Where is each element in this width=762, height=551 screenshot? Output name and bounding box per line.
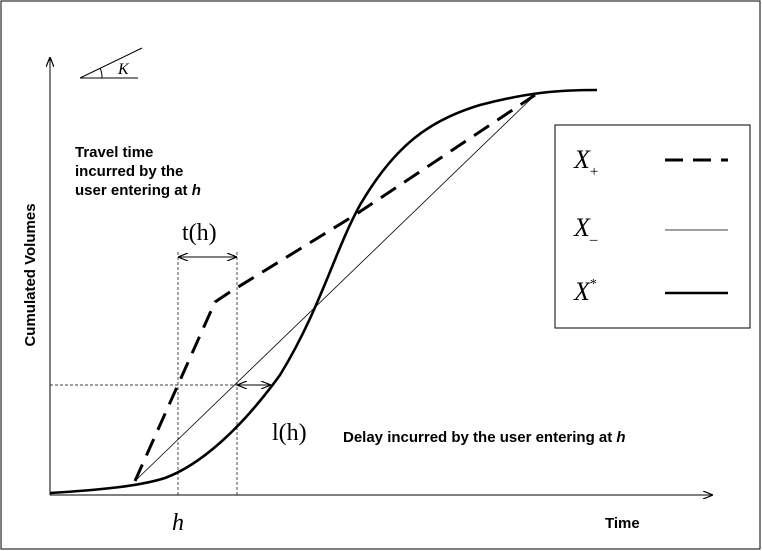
slope-line <box>79 47 143 79</box>
curve-x-star <box>49 88 598 495</box>
h-label: h <box>172 510 184 536</box>
slope-arc <box>99 67 103 79</box>
travel-note-line: Travel time <box>75 144 153 161</box>
travel-note-line: user entering at h <box>75 182 201 199</box>
x-axis-label: Time <box>605 515 640 532</box>
y-axis-label: Cumulated Volumes <box>22 203 39 346</box>
l-label: l(h) <box>272 420 307 446</box>
legend-label: X– <box>573 213 598 248</box>
curve-x-minus <box>134 94 536 482</box>
t-label: t(h) <box>182 220 217 246</box>
legend-label: X+ <box>573 145 598 180</box>
travel-note-line: incurred by the <box>75 163 183 180</box>
slope-label: K <box>117 61 130 78</box>
legend-label: X* <box>573 277 597 306</box>
delay-note: Delay incurred by the user entering at h <box>343 429 626 446</box>
curve-x-plus <box>133 93 536 482</box>
